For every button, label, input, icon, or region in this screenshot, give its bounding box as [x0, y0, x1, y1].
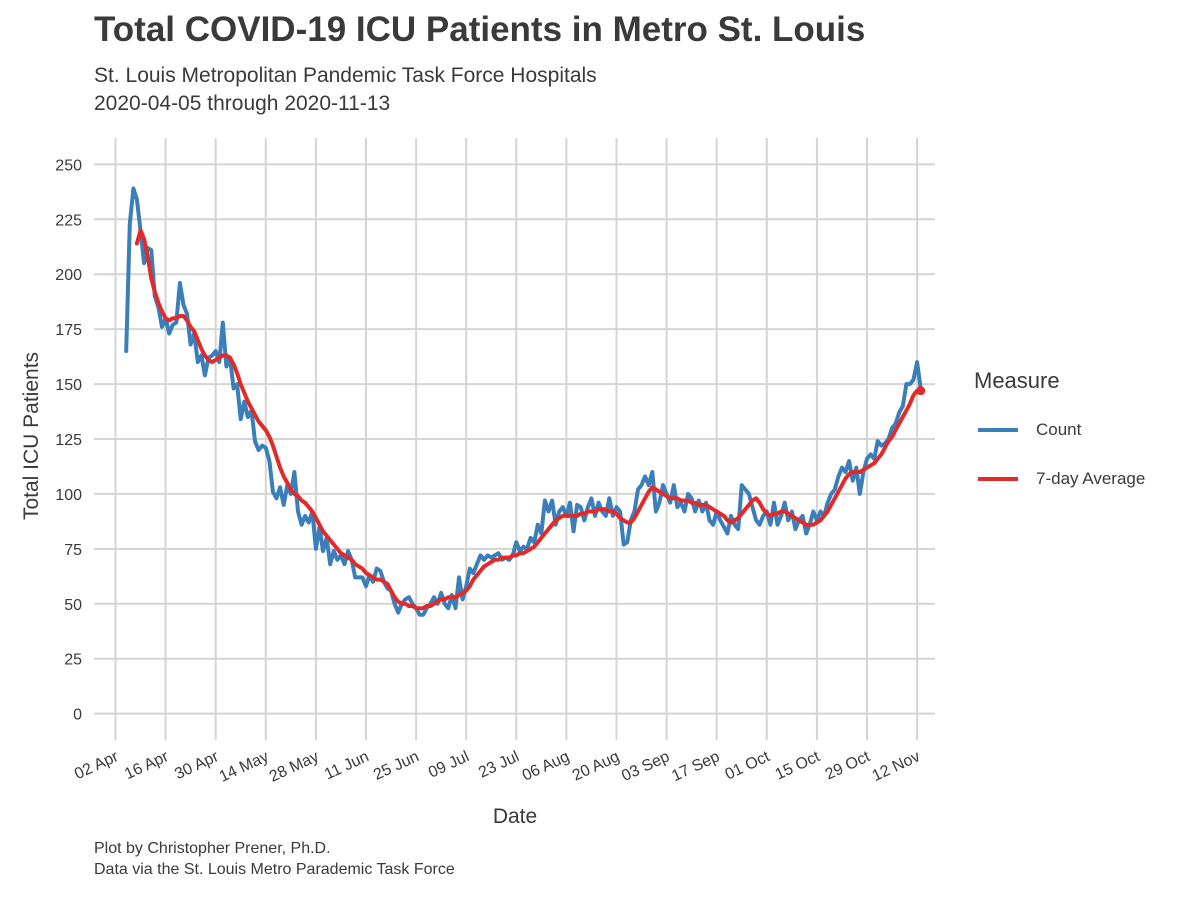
average-end-point [916, 386, 926, 396]
x-tick-label: 02 Apr [72, 748, 122, 783]
y-tick-label: 225 [55, 212, 82, 229]
caption-line-2: Data via the St. Louis Metro Parademic T… [94, 861, 455, 878]
legend-label-count: Count [1036, 420, 1082, 439]
y-tick-label: 200 [55, 267, 82, 284]
x-tick-label: 12 Nov [870, 748, 923, 785]
x-tick-label: 16 Apr [122, 748, 172, 783]
legend-key-count [978, 428, 1018, 432]
x-tick-label: 01 Oct [723, 748, 773, 784]
y-tick-label: 100 [55, 487, 82, 504]
legend-item-average: 7-day Average [978, 467, 1145, 491]
x-tick-label: 28 May [267, 748, 322, 786]
x-tick-label: 14 May [217, 748, 272, 786]
series-line-count [124, 186, 923, 617]
legend-title: Measure [974, 368, 1060, 393]
chart-title: Total COVID-19 ICU Patients in Metro St.… [94, 10, 866, 49]
y-tick-label: 150 [55, 377, 82, 394]
legend-item-count: Count [978, 418, 1081, 442]
x-tick-label: 25 Jun [371, 748, 422, 784]
x-tick-label: 20 Aug [570, 748, 622, 784]
y-tick-label: 125 [55, 432, 82, 449]
chart-subtitle-line-1: St. Louis Metropolitan Pandemic Task For… [94, 64, 597, 87]
x-axis-title: Date [493, 805, 537, 828]
x-tick-label: 11 Jun [322, 748, 372, 783]
series-line-7-day-average [134, 228, 923, 611]
x-tick-label: 03 Sep [619, 748, 672, 785]
caption-line-1: Plot by Christopher Prener, Ph.D. [94, 840, 331, 857]
legend-label-average: 7-day Average [1036, 469, 1146, 488]
x-tick-label: 15 Oct [773, 748, 823, 784]
y-axis-title: Total ICU Patients [20, 352, 43, 520]
x-tick-label: 29 Oct [823, 748, 873, 784]
x-tick-label: 17 Sep [669, 748, 722, 785]
x-tick-label: 23 Jul [476, 748, 522, 781]
legend-key-average [978, 477, 1018, 481]
x-tick-label: 30 Apr [172, 748, 222, 783]
x-tick-label: 09 Jul [426, 748, 472, 781]
y-tick-label: 25 [64, 652, 82, 669]
y-tick-label: 50 [64, 597, 82, 614]
chart-subtitle-line-2: 2020-04-05 through 2020-11-13 [94, 92, 391, 115]
y-tick-label: 0 [73, 707, 82, 724]
y-tick-label: 75 [64, 542, 82, 559]
x-tick-label: 06 Aug [520, 748, 572, 784]
y-tick-label: 175 [55, 322, 82, 339]
y-tick-label: 250 [55, 157, 82, 174]
